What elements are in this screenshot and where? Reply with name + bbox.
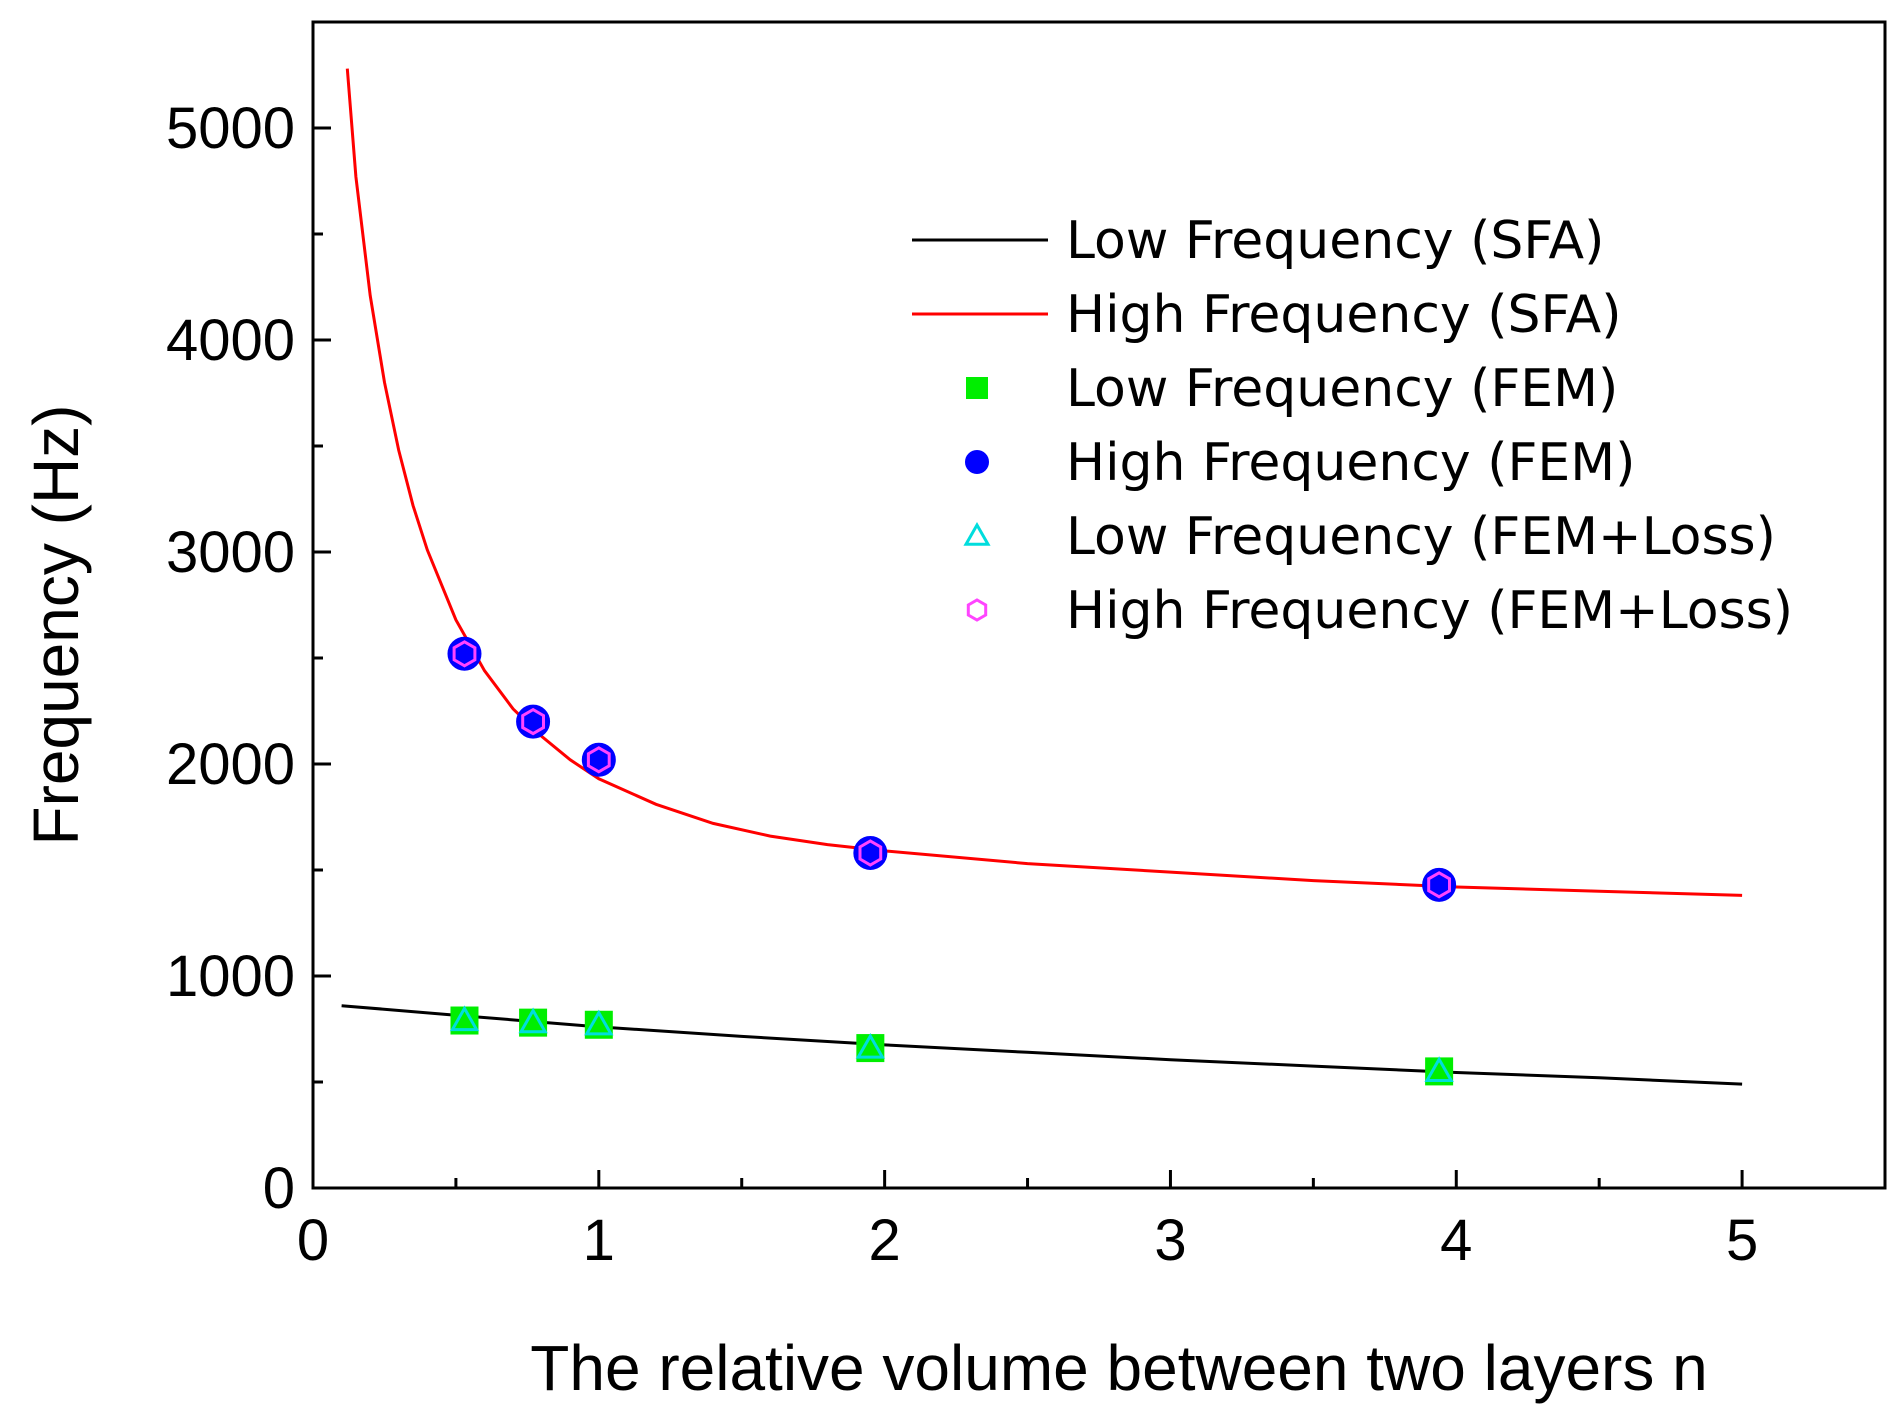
legend-marker-swatch xyxy=(966,598,988,622)
legend-item: Low Frequency (SFA) xyxy=(912,211,1604,271)
axis-ticks xyxy=(311,20,1887,1190)
series-line-high-frequency-sfa xyxy=(345,68,1743,897)
legend-item: High Frequency (FEM) xyxy=(965,433,1635,493)
y-tick-label: 2000 xyxy=(166,732,295,797)
legend-label: High Frequency (SFA) xyxy=(1066,285,1622,345)
y-tick-label: 1000 xyxy=(166,944,295,1009)
y-axis-title: Frequency (Hz) xyxy=(20,405,92,846)
y-tick-label: 0 xyxy=(263,1156,295,1221)
legend-label: High Frequency (FEM) xyxy=(1066,433,1635,493)
y-tick-label: 3000 xyxy=(166,520,295,585)
data-point-low-frequency-fem-loss xyxy=(518,1007,548,1034)
series-line-low-frequency-sfa xyxy=(341,1004,1743,1086)
legend-item: High Frequency (FEM+Loss) xyxy=(966,581,1793,641)
data-point-low-frequency-fem-loss xyxy=(1424,1056,1454,1082)
data-point-high-frequency-fem-loss xyxy=(858,839,883,867)
plot-frame xyxy=(311,20,1887,1190)
legend-label: Low Frequency (FEM+Loss) xyxy=(1066,507,1776,567)
data-point-low-frequency-fem-loss xyxy=(584,1009,614,1036)
x-tick-label: 5 xyxy=(1726,1208,1758,1273)
data-point-high-frequency-fem-loss xyxy=(452,640,477,668)
x-tick-label: 2 xyxy=(869,1208,901,1273)
x-tick-label: 0 xyxy=(297,1208,329,1273)
data-point-high-frequency-fem-loss xyxy=(586,746,611,774)
legend-marker-swatch xyxy=(963,521,991,546)
data-point-high-frequency-fem-loss xyxy=(1427,871,1451,899)
x-axis-title: The relative volume between two layers n xyxy=(530,1332,1707,1404)
legend-marker-swatch xyxy=(966,377,988,399)
x-tick-label: 1 xyxy=(583,1208,615,1273)
data-point-low-frequency-fem-loss xyxy=(449,1005,480,1032)
legend-label: High Frequency (FEM+Loss) xyxy=(1066,581,1793,641)
legend-item: Low Frequency (FEM+Loss) xyxy=(963,507,1776,567)
legend-item: Low Frequency (FEM) xyxy=(966,359,1618,419)
data-point-high-frequency-fem-loss xyxy=(521,707,545,736)
legend-marker-swatch xyxy=(965,450,989,474)
y-tick-label: 4000 xyxy=(166,308,295,373)
legend-label: Low Frequency (FEM) xyxy=(1066,359,1618,419)
x-tick-label: 4 xyxy=(1440,1208,1472,1273)
legend-item: High Frequency (SFA) xyxy=(912,285,1622,345)
legend-label: Low Frequency (SFA) xyxy=(1066,211,1604,271)
axis-tick-labels: 0 1 2 3 4 5 0 1000 2000 3000 4000 5000 xyxy=(166,96,1758,1273)
y-tick-label: 5000 xyxy=(166,96,295,161)
data-point-low-frequency-fem-loss xyxy=(855,1032,886,1059)
x-tick-label: 3 xyxy=(1154,1208,1186,1273)
series-lines xyxy=(341,68,1743,1086)
legend: Low Frequency (SFA) High Frequency (SFA) L… xyxy=(912,211,1793,641)
series-markers xyxy=(447,636,1457,1086)
